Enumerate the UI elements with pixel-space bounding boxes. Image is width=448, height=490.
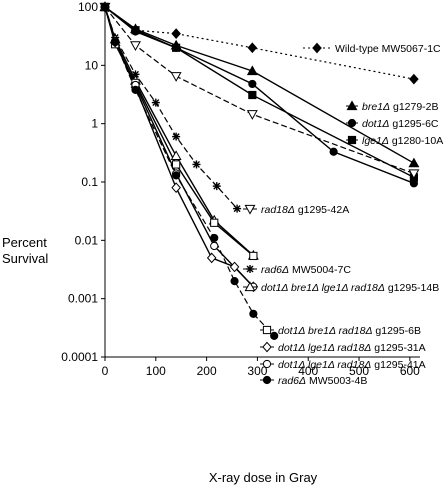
legend-label-rad18: rad18Δ g1295-42A [261,204,349,216]
series-line-rad6a [104,6,238,210]
y-tick-label: 0.001 [68,292,98,306]
data-point-rad6a [172,132,181,141]
data-point-rad6b [131,85,140,94]
data-point-rad6b [249,309,258,318]
legend-marker-triple41a [262,359,272,369]
data-point-rad18 [130,41,141,51]
data-point-triple6b [210,218,219,227]
data-point-rad18 [408,169,420,180]
legend-marker-rad6a [246,265,254,273]
data-point-triple31a [229,261,240,273]
legend-marker-triple31a [262,341,272,353]
data-point-lge1 [172,43,181,52]
legend-marker-lge1 [347,135,357,145]
data-point-dot1 [329,147,338,156]
x-tick-label: 100 [146,364,166,378]
data-point-lge1 [131,26,140,35]
chart-axes: 0 100 200 300 400 500 600 100 10 1 0.1 0.01 0.001 0.0… [61,0,420,378]
legend-label-triple6b: dot1Δ bre1Δ rad18Δ g1295-6B [278,325,421,337]
data-point-triple6b [172,160,181,169]
data-point-triple31a [206,252,217,264]
series-line-lge1 [104,6,415,179]
legend-marker-triple6b [262,325,272,335]
data-point-rad6a [151,98,160,107]
data-point-quad [170,150,182,161]
legend-marker-dot1 [347,118,357,128]
legend-label-rad6b: rad6Δ MW5003-4B [278,375,367,387]
data-point-wt [247,42,258,54]
y-tick-label: 0.01 [75,233,99,247]
data-point-rad6b [100,2,110,12]
data-point-triple41a [210,241,219,251]
data-point-rad6a [192,160,201,169]
y-tick-label: 1 [91,117,98,131]
series-line-dot1 [104,6,415,184]
data-point-rad6b [172,171,181,180]
legend-marker-bre1 [346,100,358,111]
y-tick-label: 0.1 [81,175,98,189]
data-point-bre1 [246,65,258,76]
legend: Wild-type MW5067-1C bre1Δ g1279-2B dot1Δ g… [243,42,443,387]
legend-marker-rad6b [262,375,272,385]
legend-label-wt: Wild-type MW5067-1C [335,43,441,55]
data-point-lge1 [248,90,257,100]
data-point-bre1 [408,157,420,168]
data-point-triple31a [171,182,181,194]
y-tick-label: 0.0001 [61,350,98,364]
data-point-rad6a [233,204,242,213]
series-markers [99,1,420,340]
x-tick-label: 300 [247,364,267,378]
data-point-rad6b [210,233,219,243]
legend-label-lge1: lge1Δ g1280-10A [362,135,443,147]
x-tick-label: 500 [349,364,369,378]
data-point-wt [171,28,181,39]
legend-label-bre1: bre1Δ g1279-2B [362,101,439,113]
x-tick-label: 0 [102,364,109,378]
y-axis-title-line1: Percent [2,235,47,250]
y-tick-label: 10 [85,58,99,72]
legend-marker-wt [312,42,322,54]
legend-label-dot1: dot1Δ g1295-6C [362,118,439,130]
x-tick-label: 200 [197,364,217,378]
data-point-wt [409,73,419,85]
legend-label-quad: dot1Δ bre1Δ lge1Δ rad18Δ g1295-14B [261,282,439,294]
y-tick-label: 100 [78,0,98,14]
x-axis-title: X-ray dose in Gray [209,470,318,485]
x-tick-label: 400 [298,364,318,378]
x-tick-label: 600 [400,364,420,378]
legend-label-rad6a: rad6Δ MW5004-7C [261,264,351,276]
data-point-rad6b [230,277,239,286]
data-point-rad6a [212,182,221,191]
data-point-rad18 [246,110,258,120]
y-axis-title-line2: Survival [2,251,48,266]
legend-marker-rad18 [244,204,256,215]
data-point-rad18 [170,72,182,82]
legend-label-triple31a: dot1Δ lge1Δ rad18Δ g1295-31A [278,342,426,354]
legend-marker-quad [244,281,256,292]
data-point-rad6b [270,331,279,340]
data-point-triple6b [249,251,258,261]
data-point-rad6a [131,70,140,79]
series-line-rad6b [104,6,275,337]
legend-label-triple41a: dot1Δ lge1Δ rad18Δ g1295-41A [278,359,426,371]
data-point-dot1 [248,79,257,89]
data-point-rad6b [111,38,120,47]
